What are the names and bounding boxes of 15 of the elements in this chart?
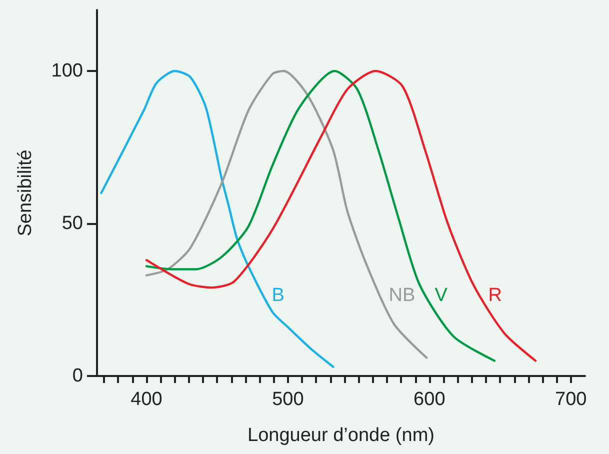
y-tick-label: 0 [72, 366, 83, 386]
series-label: V [434, 284, 448, 306]
x-tick-label: 500 [272, 389, 304, 410]
x-tick-label: 700 [555, 389, 587, 410]
x-axis-title: Longueur d’onde (nm) [248, 425, 434, 446]
y-axis-title: Sensibilité [15, 150, 36, 236]
y-tick-label: 50 [62, 213, 83, 234]
series-label: B [272, 284, 284, 306]
line-series [145, 70, 428, 359]
line-series [100, 70, 334, 368]
series-label: NB [388, 284, 416, 306]
x-tick-label: 400 [130, 389, 162, 410]
x-tick-label: 600 [414, 389, 446, 410]
y-tick-label: 100 [51, 60, 83, 82]
series-label: R [488, 284, 502, 306]
